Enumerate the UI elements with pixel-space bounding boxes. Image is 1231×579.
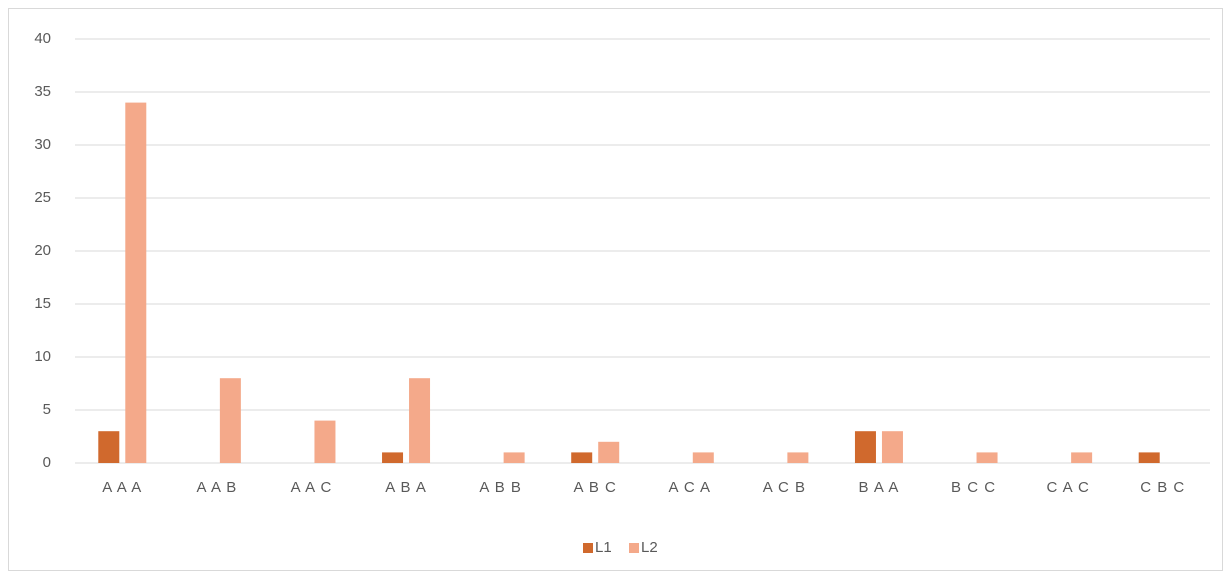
bar	[854, 431, 876, 463]
bar	[1138, 452, 1160, 463]
y-tick-label: 25	[34, 189, 51, 206]
x-tick-label: A A B	[196, 479, 237, 496]
bar	[1071, 452, 1093, 463]
bar	[787, 452, 809, 463]
bar	[219, 378, 241, 463]
bar	[571, 452, 593, 463]
bar	[692, 452, 714, 463]
chart-border	[8, 8, 1223, 571]
bar	[409, 378, 431, 463]
y-tick-label: 35	[34, 83, 51, 100]
x-tick-label: B C C	[951, 479, 996, 496]
y-tick-label: 30	[34, 136, 51, 153]
legend-swatch	[583, 543, 593, 553]
legend-label: L2	[641, 539, 658, 556]
legend-label: L1	[595, 539, 612, 556]
x-tick-label: A B A	[385, 479, 427, 496]
y-tick-label: 0	[43, 454, 51, 471]
bar	[382, 452, 404, 463]
y-tick-label: 20	[34, 242, 51, 259]
bar	[98, 431, 120, 463]
x-tick-label: B A A	[859, 479, 900, 496]
x-tick-label: C B C	[1140, 479, 1185, 496]
x-tick-label: A A C	[291, 479, 333, 496]
bar	[598, 441, 620, 463]
y-tick-label: 15	[34, 295, 51, 312]
bar	[314, 420, 336, 463]
y-tick-label: 40	[34, 30, 51, 47]
x-tick-label: A B B	[479, 479, 522, 496]
bar	[976, 452, 998, 463]
x-tick-label: A B C	[574, 479, 617, 496]
legend-swatch	[629, 543, 639, 553]
y-tick-label: 5	[43, 401, 51, 418]
x-tick-label: A A A	[102, 479, 142, 496]
bar	[503, 452, 525, 463]
x-tick-label: C A C	[1046, 479, 1089, 496]
x-tick-label: A C B	[763, 479, 806, 496]
x-tick-label: A C A	[669, 479, 712, 496]
bar	[881, 431, 903, 463]
bar	[125, 102, 147, 463]
y-tick-label: 10	[34, 348, 51, 365]
